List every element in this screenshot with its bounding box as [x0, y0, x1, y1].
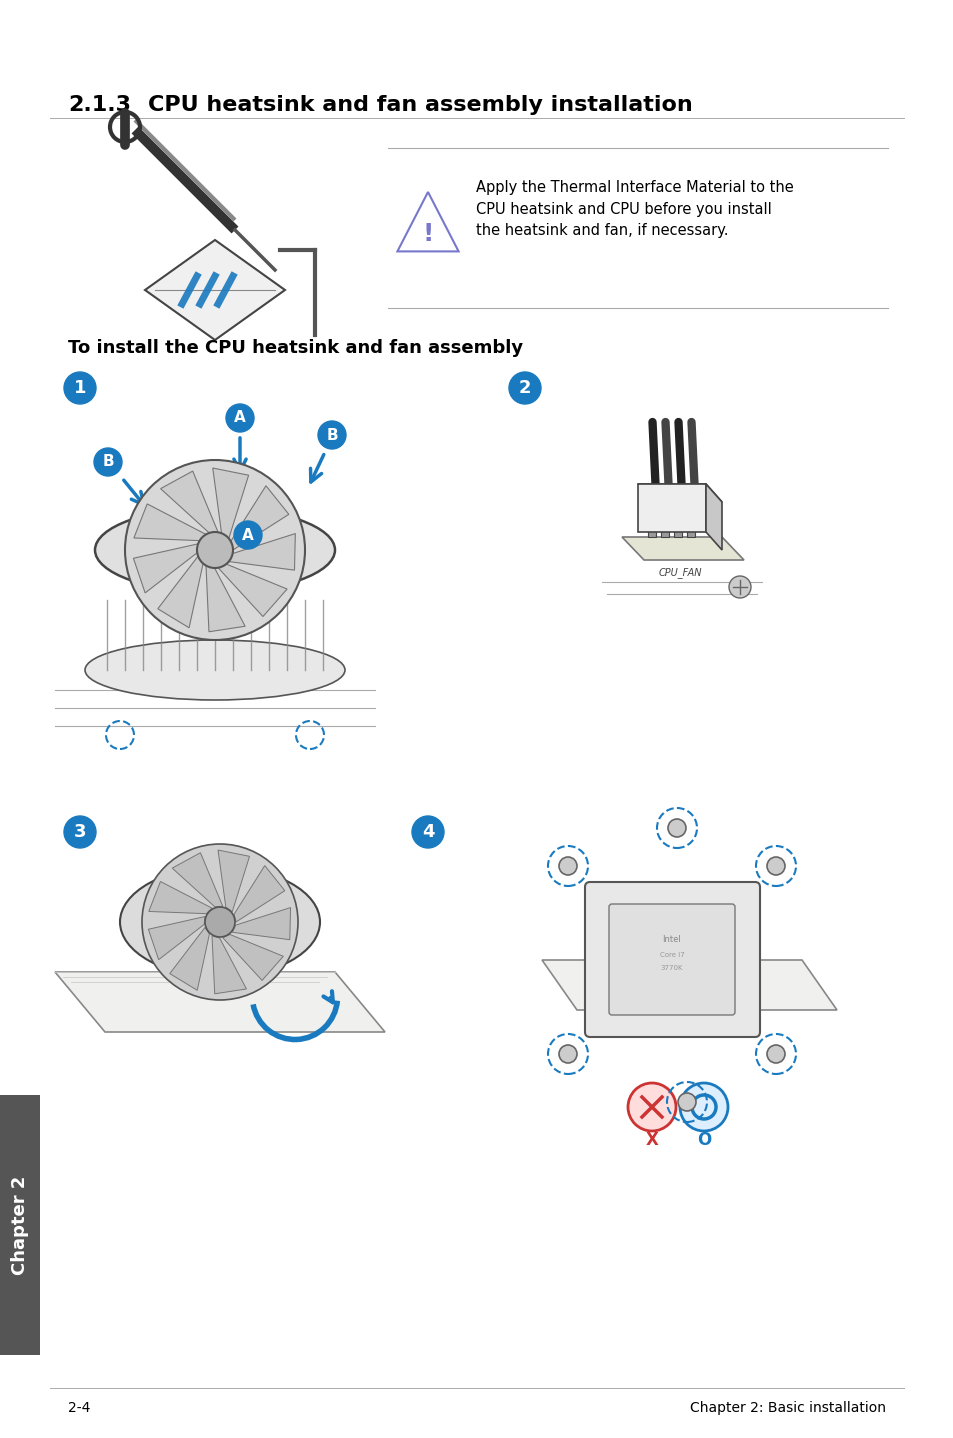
Circle shape: [558, 1045, 577, 1063]
Polygon shape: [206, 565, 245, 631]
Polygon shape: [638, 485, 705, 532]
Polygon shape: [172, 853, 223, 907]
Ellipse shape: [120, 867, 319, 976]
Text: A: A: [233, 410, 246, 426]
Circle shape: [509, 372, 540, 404]
Text: CPU heatsink and fan assembly installation: CPU heatsink and fan assembly installati…: [148, 95, 692, 115]
Circle shape: [627, 1083, 676, 1132]
Polygon shape: [223, 935, 283, 981]
Polygon shape: [55, 972, 385, 1032]
Circle shape: [412, 815, 443, 848]
Circle shape: [558, 857, 577, 874]
Text: Core i7: Core i7: [659, 952, 683, 958]
Polygon shape: [638, 485, 721, 502]
Text: 4: 4: [421, 823, 434, 841]
Circle shape: [64, 372, 96, 404]
Polygon shape: [213, 467, 249, 538]
Polygon shape: [232, 907, 291, 939]
Text: 2: 2: [518, 380, 531, 397]
Polygon shape: [212, 936, 246, 994]
Text: !: !: [422, 221, 434, 246]
Circle shape: [728, 577, 750, 598]
Polygon shape: [218, 564, 287, 617]
Text: 2-4: 2-4: [68, 1401, 91, 1415]
Text: X: X: [645, 1132, 658, 1149]
Bar: [648, 515, 656, 536]
Bar: [687, 515, 695, 536]
Text: Chapter 2: Chapter 2: [11, 1175, 29, 1274]
Text: To install the CPU heatsink and fan assembly: To install the CPU heatsink and fan asse…: [68, 339, 522, 357]
Polygon shape: [218, 850, 250, 912]
Polygon shape: [621, 536, 743, 559]
Polygon shape: [705, 485, 721, 549]
Text: CPU_FAN: CPU_FAN: [658, 567, 701, 578]
Circle shape: [766, 857, 784, 874]
Text: 1: 1: [73, 380, 86, 397]
Polygon shape: [170, 928, 210, 991]
Circle shape: [142, 844, 297, 999]
Ellipse shape: [95, 508, 335, 592]
Text: 2.1.3: 2.1.3: [68, 95, 131, 115]
Text: 3: 3: [73, 823, 86, 841]
Text: B: B: [102, 454, 113, 469]
Polygon shape: [231, 486, 289, 549]
Polygon shape: [229, 533, 295, 569]
Circle shape: [125, 460, 305, 640]
Text: Apply the Thermal Interface Material to the
CPU heatsink and CPU before you inst: Apply the Thermal Interface Material to …: [476, 180, 793, 239]
Circle shape: [226, 404, 253, 431]
Circle shape: [766, 1045, 784, 1063]
Polygon shape: [133, 544, 198, 592]
Circle shape: [196, 532, 233, 568]
Bar: [0, 1094, 40, 1355]
Polygon shape: [149, 881, 212, 913]
Polygon shape: [160, 472, 218, 533]
Text: O: O: [696, 1132, 710, 1149]
Polygon shape: [157, 557, 203, 628]
Ellipse shape: [85, 640, 345, 700]
Polygon shape: [149, 916, 205, 959]
Circle shape: [64, 815, 96, 848]
Circle shape: [667, 820, 685, 837]
Text: 3770K: 3770K: [660, 965, 682, 971]
Text: Chapter 2: Basic installation: Chapter 2: Basic installation: [689, 1401, 885, 1415]
Circle shape: [679, 1083, 727, 1132]
Text: A: A: [242, 528, 253, 542]
Bar: [660, 515, 669, 536]
Bar: [674, 515, 681, 536]
Polygon shape: [133, 503, 206, 541]
Polygon shape: [145, 240, 285, 339]
Circle shape: [233, 521, 262, 549]
Circle shape: [94, 449, 122, 476]
Polygon shape: [541, 961, 836, 1009]
Text: Intel: Intel: [662, 936, 680, 945]
Circle shape: [678, 1093, 696, 1112]
Polygon shape: [233, 866, 285, 922]
Circle shape: [317, 421, 346, 449]
Circle shape: [205, 907, 234, 938]
Text: B: B: [326, 427, 337, 443]
FancyBboxPatch shape: [584, 881, 760, 1037]
FancyBboxPatch shape: [608, 905, 734, 1015]
